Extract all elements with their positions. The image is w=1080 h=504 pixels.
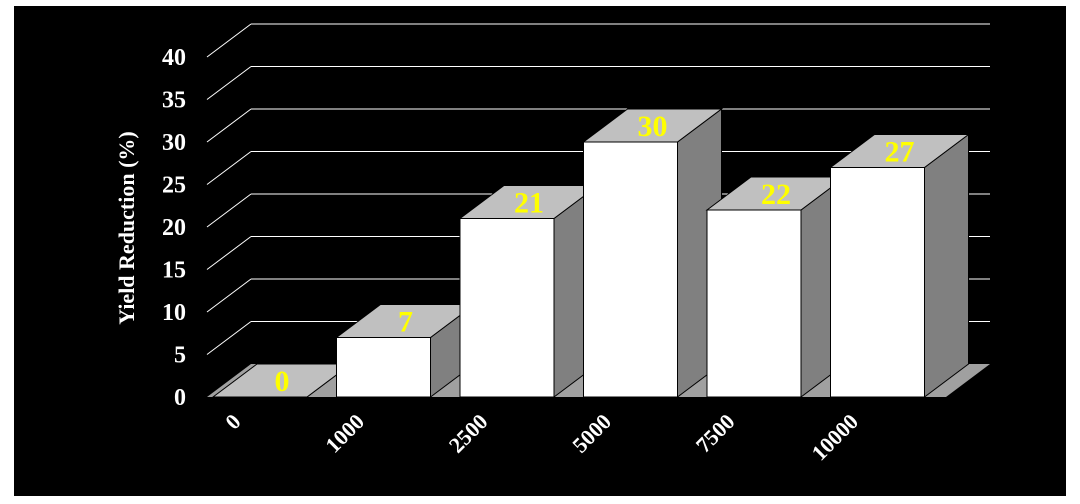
data-label: 0	[275, 365, 290, 398]
bar-side	[925, 135, 969, 398]
x-tick-label: 1000	[320, 409, 369, 458]
y-tick-label: 15	[162, 258, 186, 284]
gridline-diagonal	[207, 237, 251, 270]
bar	[337, 338, 431, 398]
gridline-diagonal	[207, 67, 251, 100]
x-tick-label: 5000	[567, 409, 616, 458]
bar	[831, 168, 925, 398]
gridline-diagonal	[207, 152, 251, 185]
y-tick-label: 5	[174, 343, 186, 369]
gridline-diagonal	[207, 279, 251, 312]
y-tick-label: 30	[162, 130, 186, 156]
data-label: 30	[638, 110, 668, 143]
x-axis-ticks: 0 1000 2500 5000 7500 10000	[220, 409, 863, 466]
bar	[584, 142, 678, 397]
x-tick-label: 7500	[691, 409, 740, 458]
gridline-diagonal	[207, 109, 251, 142]
data-label: 27	[885, 136, 915, 169]
y-tick-label: 0	[174, 385, 186, 411]
bar	[707, 210, 801, 397]
bars	[213, 109, 969, 397]
chart-panel: 0 5 10 15 20 25 30 35 40 0 1000 2500 5000 7500 10000 …	[14, 6, 1066, 496]
y-tick-label: 40	[162, 45, 186, 71]
gridline-diagonal	[207, 24, 251, 57]
data-label: 7	[398, 306, 413, 339]
x-tick-label: 10000	[806, 409, 863, 466]
gridline-diagonal	[207, 194, 251, 227]
bar-group	[584, 109, 722, 397]
y-tick-label: 20	[162, 215, 186, 241]
gridline-diagonal	[207, 322, 251, 355]
data-label: 21	[514, 187, 544, 220]
data-label: 22	[761, 178, 791, 211]
y-tick-label: 10	[162, 300, 186, 326]
y-tick-label: 35	[162, 88, 186, 114]
bar-group	[831, 135, 969, 398]
y-axis-ticks: 0 5 10 15 20 25 30 35 40	[162, 45, 186, 411]
bar	[460, 219, 554, 398]
x-tick-label: 0	[220, 409, 245, 434]
y-axis-title: Yield Reduction (%)	[114, 131, 139, 325]
x-tick-label: 2500	[444, 409, 493, 458]
y-tick-label: 25	[162, 173, 186, 199]
